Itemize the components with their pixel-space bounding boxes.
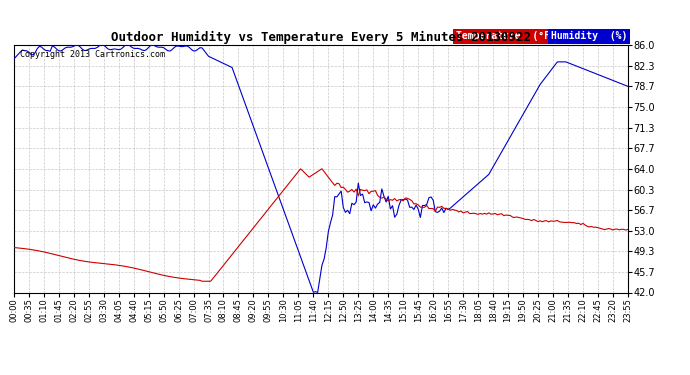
Text: Temperature  (°F): Temperature (°F) bbox=[456, 32, 556, 41]
Text: Copyright 2013 Cartronics.com: Copyright 2013 Cartronics.com bbox=[20, 50, 165, 59]
Title: Outdoor Humidity vs Temperature Every 5 Minutes 20130922: Outdoor Humidity vs Temperature Every 5 … bbox=[111, 31, 531, 44]
Text: Humidity  (%): Humidity (%) bbox=[551, 32, 627, 41]
